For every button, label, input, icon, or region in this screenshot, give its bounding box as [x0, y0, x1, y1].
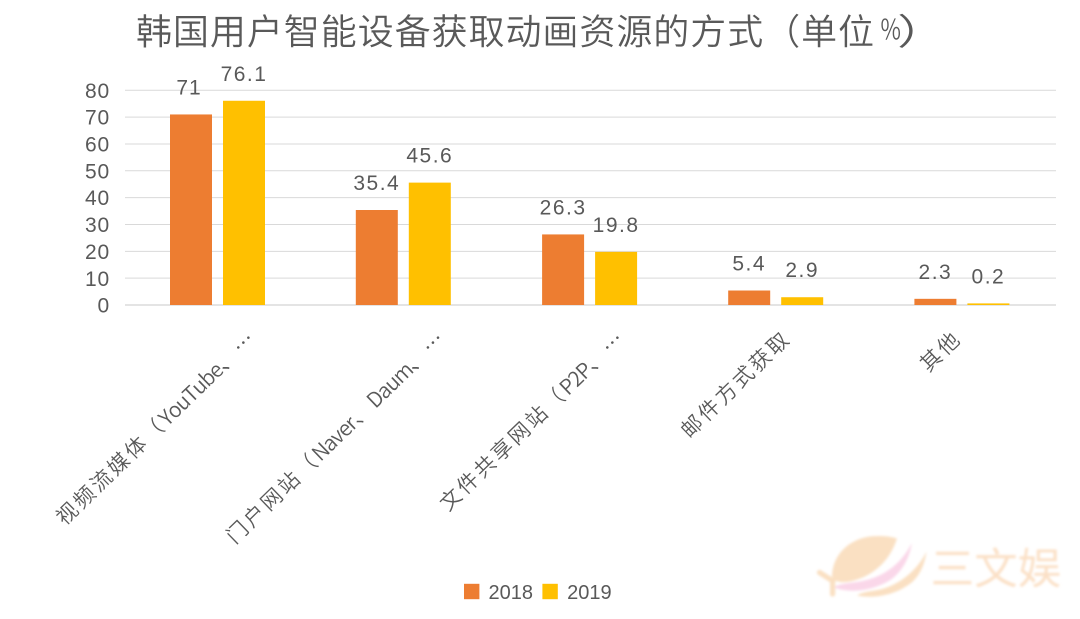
svg-text:45.6: 45.6 — [406, 145, 453, 168]
svg-text:35.4: 35.4 — [353, 172, 400, 195]
svg-text:2019: 2019 — [567, 582, 612, 604]
svg-text:50: 50 — [85, 160, 110, 183]
svg-text:80: 80 — [85, 80, 110, 103]
svg-text:5.4: 5.4 — [732, 253, 766, 276]
svg-text:30: 30 — [85, 214, 110, 237]
svg-text:60: 60 — [85, 134, 110, 157]
svg-text:0.2: 0.2 — [972, 265, 1006, 288]
svg-text:20: 20 — [85, 241, 110, 264]
svg-text:71: 71 — [176, 77, 201, 100]
svg-text:10: 10 — [85, 268, 110, 291]
svg-text:76.1: 76.1 — [221, 63, 268, 86]
svg-text:2018: 2018 — [489, 582, 534, 604]
svg-text:40: 40 — [85, 187, 110, 210]
svg-text:2.9: 2.9 — [785, 259, 819, 282]
svg-text:19.8: 19.8 — [593, 214, 640, 237]
svg-text:2.3: 2.3 — [919, 261, 953, 284]
svg-text:70: 70 — [85, 107, 110, 130]
svg-text:0: 0 — [98, 295, 110, 318]
svg-text:26.3: 26.3 — [540, 196, 587, 219]
